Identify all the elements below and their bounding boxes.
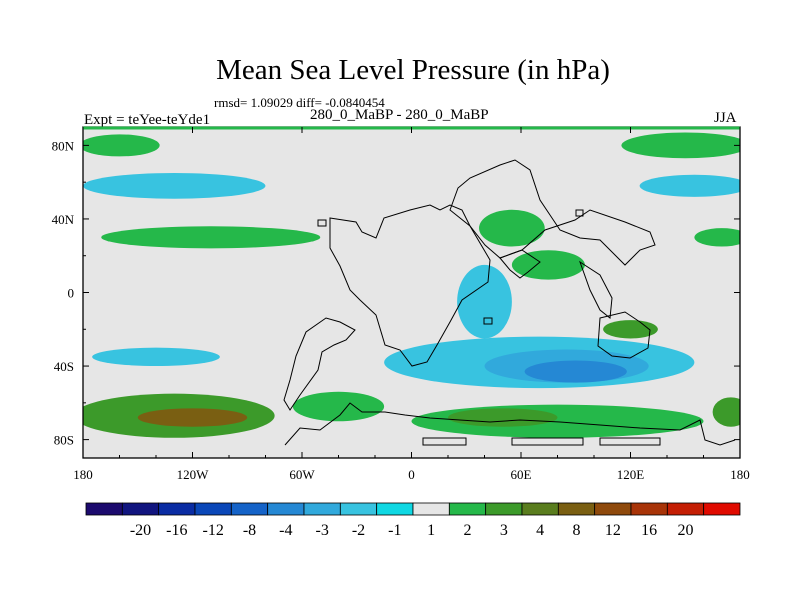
small-island-2 (575, 209, 584, 217)
x-tick-label: 180 (730, 467, 750, 482)
colorbar-swatch (376, 502, 414, 516)
field-region-asia-high (479, 209, 545, 247)
x-tick-label: 60E (511, 467, 532, 482)
colorbar-swatch (194, 502, 232, 516)
x-tick-label: 120W (177, 467, 210, 482)
x-tick-label: 120E (617, 467, 645, 482)
south-america-outline (283, 317, 356, 411)
colorbar-swatch (666, 502, 705, 516)
colorbar-swatch (521, 502, 559, 516)
colorbar-swatch (230, 502, 269, 516)
y-tick-label: 40S (54, 359, 74, 374)
colorbar-swatch (557, 502, 596, 516)
field-region-indian-ocean-low-core (524, 360, 627, 383)
field-region-siberia-high (511, 250, 585, 280)
field-region-n-pacific-low (83, 172, 266, 199)
antarctic-ice-shelf-3 (599, 437, 661, 446)
chart-title: Mean Sea Level Pressure (in hPa) (216, 54, 610, 86)
continent-outlines (283, 159, 736, 446)
field-region-antarctic-peninsula (292, 391, 385, 422)
colorbar-swatch (703, 502, 741, 516)
colorbar-swatch (630, 502, 668, 516)
africa-outline (329, 204, 491, 367)
field-region-n-pacific-low-east (639, 174, 740, 197)
colorbar-label: 16 (641, 522, 657, 539)
x-tick-label: 60W (289, 467, 315, 482)
colorbar-label: -16 (166, 522, 187, 539)
y-tick-label: 0 (68, 286, 75, 301)
small-island-3 (483, 317, 493, 325)
colorbar-swatch (267, 502, 305, 516)
field-region-ross-sea-high (712, 397, 740, 427)
x-tick-label: 0 (408, 467, 415, 482)
pressure-field (83, 132, 740, 438)
field-region-atlantic-tropics (457, 264, 512, 339)
colorbar-label: -4 (279, 522, 292, 539)
southeast-asia-outline (579, 260, 613, 319)
colorbar-swatch (485, 502, 523, 516)
colorbar-label: 8 (573, 522, 581, 539)
field-region-arctic-west (83, 134, 160, 157)
y-tick-label: 80S (54, 433, 74, 448)
colorbar-label: 1 (427, 522, 435, 539)
antarctic-ice-shelf-2 (511, 437, 584, 446)
rmsd-diff-stats: rmsd= 1.09029 diff= -0.0840454 (214, 95, 385, 110)
colorbar-label: 3 (500, 522, 508, 539)
colorbar-swatch (412, 502, 450, 516)
field-region-arctic-east (621, 132, 740, 159)
colorbar-swatch (594, 502, 632, 516)
colorbar-label: -3 (316, 522, 329, 539)
field-region-n-pacific-high (101, 226, 321, 249)
y-tick-label: 40N (52, 212, 75, 227)
y-tick-label: 80N (52, 138, 75, 153)
colorbar-label: -1 (388, 522, 401, 539)
colorbar-swatch (121, 502, 160, 516)
colorbar-swatch (448, 502, 487, 516)
colorbar-swatch (303, 502, 341, 516)
field-region-australia-high (603, 320, 658, 339)
small-island-1 (317, 219, 327, 227)
colorbar-label: -2 (352, 522, 365, 539)
field-region-south-pacific-low (92, 347, 220, 367)
comparison-label: 280_0_MaBP - 280_0_MaBP (310, 107, 489, 123)
antarctica-outline (284, 402, 736, 446)
colorbar-label: -12 (203, 522, 224, 539)
season-label: JJA (714, 110, 737, 126)
australia-outline (597, 311, 651, 359)
x-tick-label: 180 (73, 467, 93, 482)
colorbar: -20 -16 -12 -8 -4 -3 -2 -1 1 2 3 4 8 12 16 20 (85, 502, 741, 539)
antarctic-ice-shelf-1 (422, 437, 467, 446)
colorbar-label: -20 (130, 522, 151, 539)
colorbar-label: 12 (605, 522, 621, 539)
field-region-southern-ring-west-core (137, 408, 248, 427)
experiment-label: Expt = teYee-teYde1 (84, 112, 211, 128)
field-region-n-pacific-high-east (694, 228, 740, 247)
colorbar-swatch (158, 502, 196, 516)
colorbar-label: -8 (243, 522, 256, 539)
axis-ticks: 180 120W 60W 0 60E 120E 180 80N 40N 0 40S 80S (52, 127, 750, 482)
colorbar-swatch (339, 502, 378, 516)
india-outline (499, 249, 541, 279)
colorbar-label: 4 (536, 522, 544, 539)
field-region-southern-ring-east-core (448, 408, 558, 427)
colorbar-label: 20 (678, 522, 694, 539)
colorbar-swatch (85, 502, 123, 516)
colorbar-label: 2 (464, 522, 472, 539)
